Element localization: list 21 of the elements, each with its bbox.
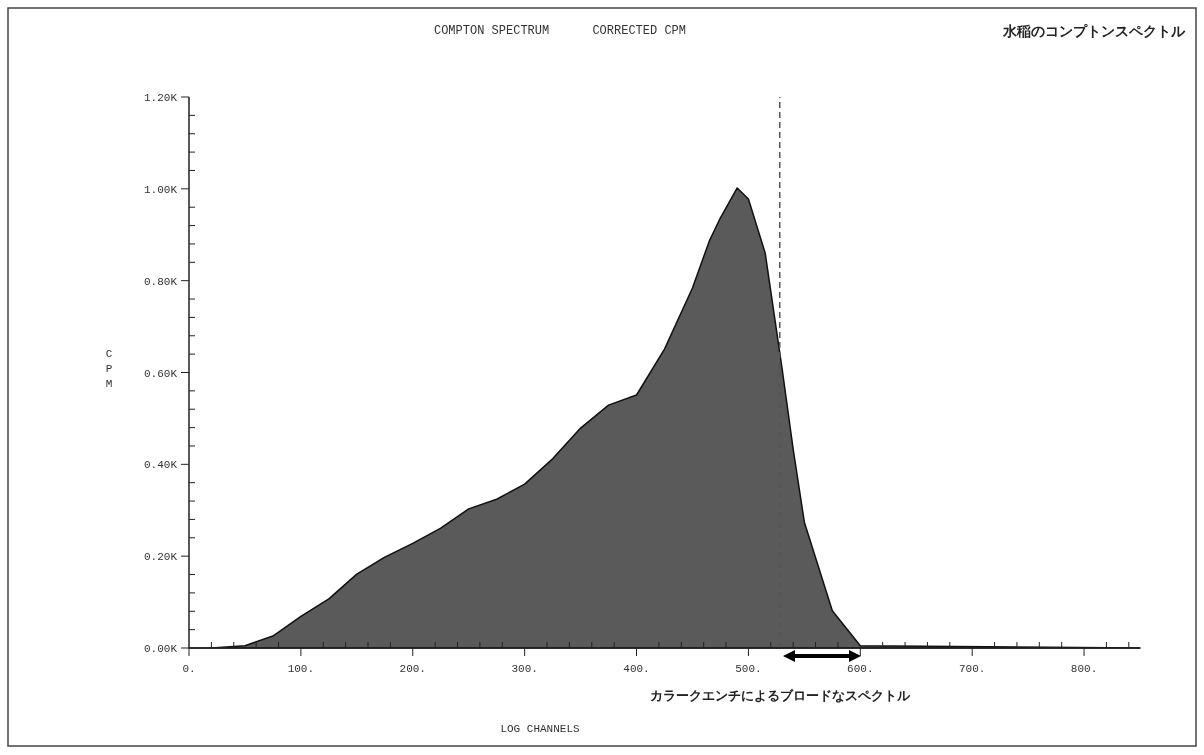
y-tick-label: 0.20K [143, 551, 178, 564]
chart-title: COMPTON SPECTRUM CORRECTED CPM [433, 24, 687, 38]
y-tick-label: 0.40K [143, 459, 178, 472]
x-tick-label: 100. [287, 663, 315, 675]
x-tick-label: 300. [511, 663, 538, 675]
y-axis-title: CPM [105, 348, 113, 390]
y-tick-label: 1.00K [143, 183, 178, 196]
y-tick-label: 0.60K [143, 367, 178, 380]
x-tick-label: 500. [735, 663, 762, 675]
x-tick-label: 800. [1070, 663, 1098, 675]
text: カラークエンチによるブロードなスペクトル [650, 688, 911, 703]
y-tick-label: 1.20K [143, 92, 178, 104]
x-tick-label: 700. [958, 663, 986, 675]
chart-subtitle: 水稲のコンプトンスペクトル [1002, 23, 1186, 39]
y-tick-label: 0.00K [143, 643, 178, 655]
x-axis-title: LOG CHANNELS [500, 723, 580, 735]
x-tick-label: 600. [847, 663, 874, 675]
x-tick-label: 200. [399, 663, 426, 675]
x-tick-label: 400. [623, 663, 650, 675]
x-tick-label: 0. [182, 663, 196, 675]
y-tick-label: 0.80K [143, 275, 178, 288]
